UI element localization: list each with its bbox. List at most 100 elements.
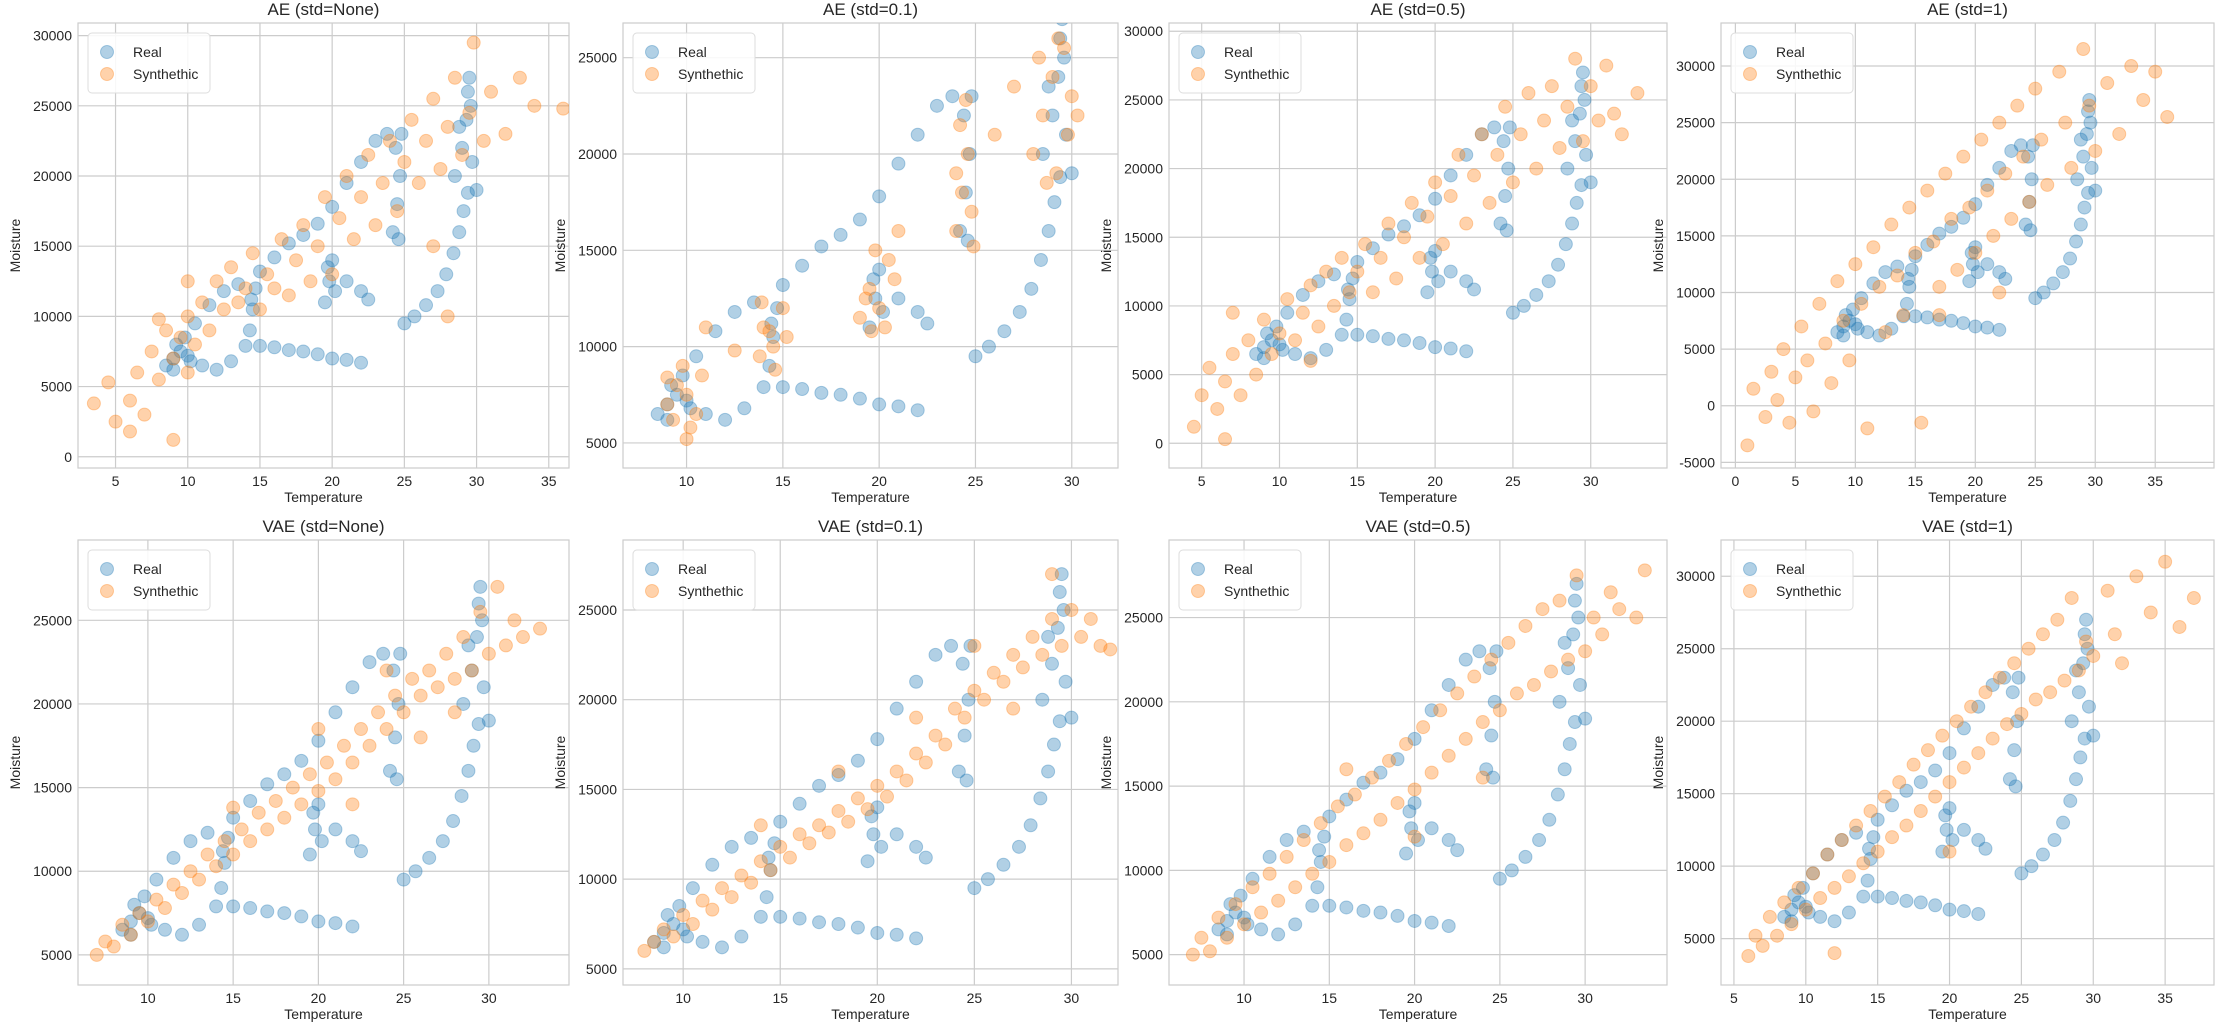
synthetic-point <box>123 927 138 942</box>
legend: Real Synthethic <box>1178 549 1302 611</box>
synthetic-point <box>1032 50 1047 65</box>
real-point <box>2063 251 2078 266</box>
real-point <box>1997 670 2012 685</box>
legend-marker <box>100 584 114 598</box>
legend-marker <box>645 67 659 81</box>
synthetic-point <box>831 764 846 779</box>
real-point <box>2010 714 2025 729</box>
synthetic-point <box>779 330 794 345</box>
real-point <box>1836 328 1851 343</box>
real-point <box>744 830 759 845</box>
real-point <box>248 281 263 296</box>
synthetic-point <box>1295 305 1310 320</box>
real-point <box>1899 296 1914 311</box>
real-point <box>891 399 906 414</box>
synthetic-point <box>1451 147 1466 162</box>
synthetic-point <box>1848 257 1863 272</box>
y-axis-label: Moisture <box>552 218 568 272</box>
synthetic-point <box>1956 760 1971 775</box>
real-point <box>1052 585 1067 600</box>
real-point <box>909 931 924 946</box>
axes-frame <box>622 22 1119 469</box>
synthetic-point <box>209 274 224 289</box>
real-point <box>461 638 476 653</box>
points-layer <box>1741 554 2201 964</box>
legend-marker <box>645 45 659 59</box>
x-tick-label: 20 <box>1968 473 1984 489</box>
synthetic-point <box>1303 278 1318 293</box>
legend-marker <box>100 562 114 576</box>
synthetic-point <box>1820 847 1835 862</box>
x-tick-label: 5 <box>1791 473 1799 489</box>
real-point <box>174 927 189 942</box>
real-point <box>909 674 924 689</box>
real-point <box>660 397 675 412</box>
legend-marker <box>1191 562 1205 576</box>
synthetic-point <box>144 344 159 359</box>
real-point <box>1313 854 1328 869</box>
synthetic-point <box>1938 166 1953 181</box>
real-point <box>1033 791 1048 806</box>
synthetic-point <box>1074 629 1089 644</box>
real-point <box>183 354 198 369</box>
synthetic-point <box>2007 656 2022 671</box>
real-point <box>2046 276 2061 291</box>
synthetic-point <box>685 916 700 931</box>
real-point <box>1057 50 1072 65</box>
synthetic-point <box>689 407 704 422</box>
synthetic-point <box>296 218 311 233</box>
synthetic-point <box>98 934 113 949</box>
synthetic-point <box>1424 765 1439 780</box>
synthetic-point <box>1501 635 1516 650</box>
real-point <box>1572 106 1587 121</box>
legend: Real Synthethic <box>632 549 756 611</box>
x-tick-label: 25 <box>968 473 984 489</box>
synthetic-point <box>660 397 675 412</box>
legend-marker <box>100 67 114 81</box>
real-point <box>137 889 152 904</box>
synthetic-point <box>1039 175 1054 190</box>
points-layer <box>86 35 569 447</box>
real-point <box>310 216 325 231</box>
real-point <box>1561 661 1576 676</box>
synthetic-point <box>1279 849 1294 864</box>
real-point <box>454 788 469 803</box>
synthetic-point <box>1830 274 1845 289</box>
synthetic-point <box>1296 833 1311 848</box>
synthetic-point <box>1992 115 2007 130</box>
real-point <box>1396 219 1411 234</box>
subplot-1: 5 10 15 20 25 30 35 0 5000 10000 15000 20000 25000 30… <box>7 0 570 505</box>
synthetic-point <box>1342 285 1357 300</box>
real-point <box>2022 194 2037 209</box>
synthetic-point <box>1591 113 1606 128</box>
synthetic-point <box>949 224 964 239</box>
real-point <box>1056 23 1068 27</box>
real-point <box>1795 880 1810 895</box>
real-point <box>169 337 184 352</box>
real-point <box>1899 783 1914 798</box>
synthetic-point <box>754 295 769 310</box>
synthetic-point <box>498 638 513 653</box>
synthetic-point <box>166 351 181 366</box>
legend-marker <box>1191 584 1205 598</box>
synthetic-point <box>426 91 441 106</box>
synthetic-point <box>1741 949 1756 964</box>
subplot-title: AE (std=None) <box>268 0 380 19</box>
synthetic-point <box>1490 147 1505 162</box>
real-point <box>354 844 369 859</box>
synthetic-point <box>1878 325 1893 340</box>
real-point <box>1254 922 1269 937</box>
x-tick-label: 15 <box>772 990 788 1006</box>
synthetic-point <box>1974 132 1989 147</box>
real-point <box>1493 216 1508 231</box>
real-point <box>1971 833 1986 848</box>
synthetic-point <box>1339 838 1354 853</box>
synthetic-point <box>231 295 246 310</box>
real-point <box>238 338 253 353</box>
y-tick-label: 20000 <box>1676 171 1715 187</box>
synthetic-point <box>1339 762 1354 777</box>
synthetic-point <box>1225 305 1240 320</box>
y-tick-label: 25000 <box>33 98 72 114</box>
synthetic-point <box>1866 240 1881 255</box>
real-point <box>963 638 978 653</box>
